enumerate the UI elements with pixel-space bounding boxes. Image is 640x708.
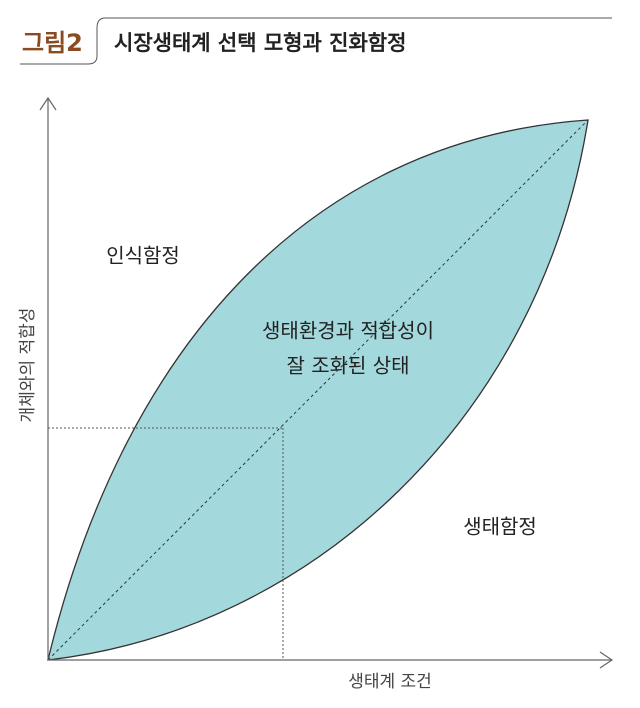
region-label: 인식함정 xyxy=(106,244,180,268)
diagonal xyxy=(47,119,589,661)
y-axis-label: 개체와의 적합성 xyxy=(18,308,38,423)
header-bracket xyxy=(20,17,106,65)
region-label: 생태함정 xyxy=(463,515,537,539)
y-axis-arrow xyxy=(39,96,57,111)
region-label: 생태환경과 적합성이 xyxy=(262,319,434,343)
header-title: 시장생태계 선택 모형과 진화함정 xyxy=(114,31,406,55)
region-label: 잘 조화된 상태 xyxy=(286,354,409,378)
x-axis-label: 생태계 조건 xyxy=(348,672,432,692)
x-axis-arrow xyxy=(599,651,614,669)
header-label: 그림2 xyxy=(22,29,83,57)
